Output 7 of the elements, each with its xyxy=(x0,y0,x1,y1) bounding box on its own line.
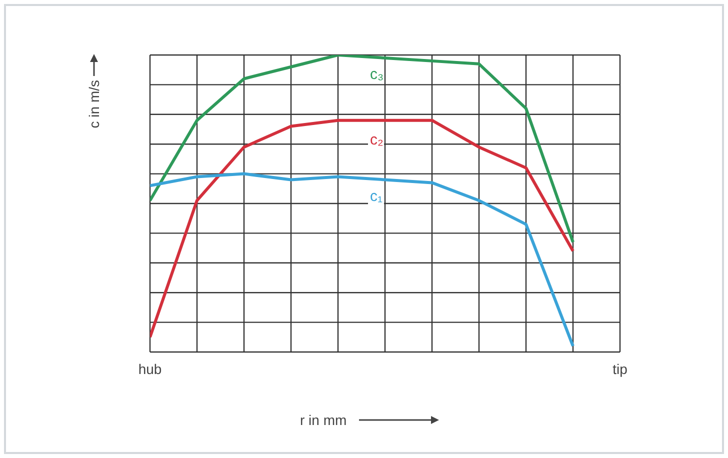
x-tick-label: tip xyxy=(612,360,628,377)
x-tick-label: hub xyxy=(138,360,162,377)
series-label: c₂ xyxy=(370,131,384,148)
y-axis-title: c in m/s xyxy=(86,80,102,128)
series-label: c₃ xyxy=(370,66,384,83)
x-axis-title: r in mm xyxy=(300,412,347,428)
series-label: c₁ xyxy=(370,188,383,205)
